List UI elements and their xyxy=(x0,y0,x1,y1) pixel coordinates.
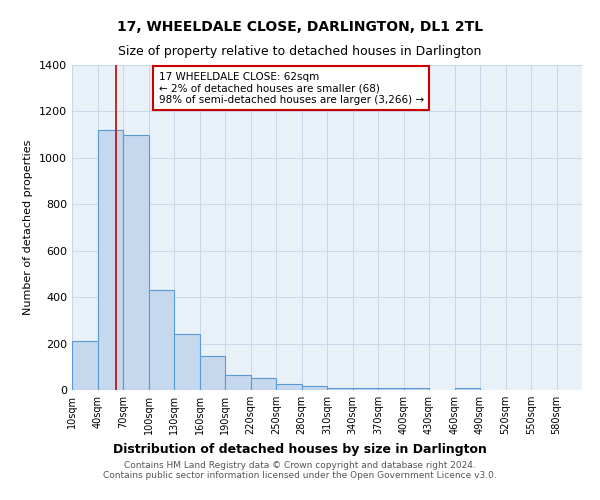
Bar xyxy=(174,334,199,390)
Text: 17 WHEELDALE CLOSE: 62sqm
← 2% of detached houses are smaller (68)
98% of semi-d: 17 WHEELDALE CLOSE: 62sqm ← 2% of detach… xyxy=(158,72,424,104)
Bar xyxy=(149,290,174,390)
Bar xyxy=(353,388,378,390)
Bar xyxy=(455,388,480,390)
Bar xyxy=(378,388,404,390)
Y-axis label: Number of detached properties: Number of detached properties xyxy=(23,140,34,315)
Text: Distribution of detached houses by size in Darlington: Distribution of detached houses by size … xyxy=(113,442,487,456)
Bar xyxy=(225,376,251,390)
Bar xyxy=(72,341,97,390)
Bar xyxy=(404,388,429,390)
Text: Contains HM Land Registry data © Crown copyright and database right 2024.
Contai: Contains HM Land Registry data © Crown c… xyxy=(103,460,497,480)
Bar xyxy=(123,134,149,390)
Bar xyxy=(97,130,123,390)
Bar xyxy=(199,356,225,390)
Bar xyxy=(302,386,327,390)
Bar xyxy=(251,378,276,390)
Bar xyxy=(276,384,302,390)
Text: 17, WHEELDALE CLOSE, DARLINGTON, DL1 2TL: 17, WHEELDALE CLOSE, DARLINGTON, DL1 2TL xyxy=(117,20,483,34)
Bar xyxy=(327,388,353,390)
Text: Size of property relative to detached houses in Darlington: Size of property relative to detached ho… xyxy=(118,45,482,58)
